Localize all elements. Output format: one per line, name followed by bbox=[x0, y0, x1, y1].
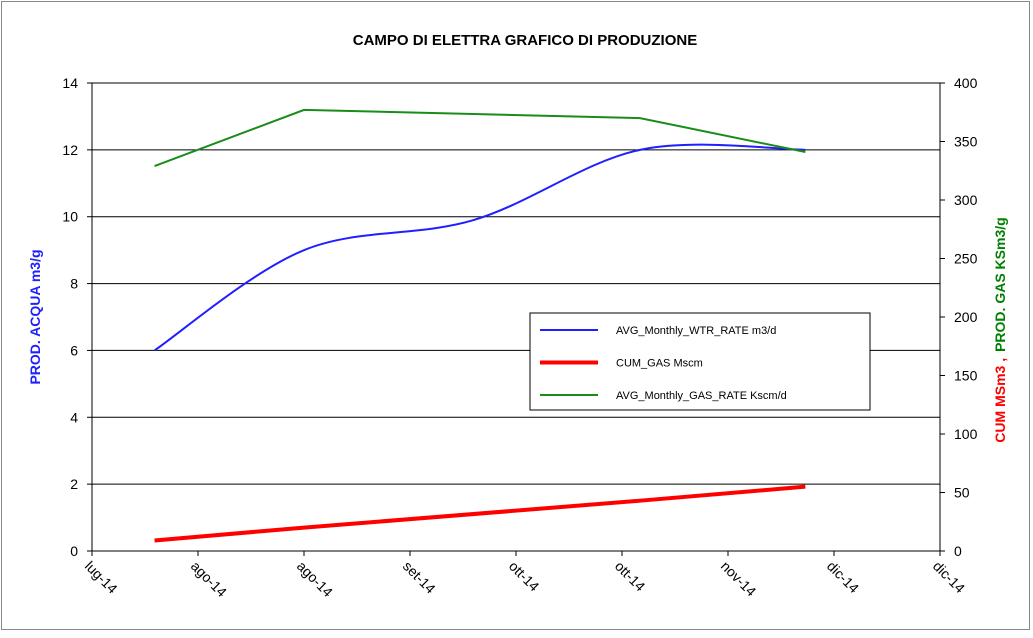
legend-label: AVG_Monthly_WTR_RATE m3/d bbox=[616, 325, 776, 337]
y-tick-label: 12 bbox=[62, 142, 78, 158]
y-tick-label: 2 bbox=[70, 476, 78, 492]
y-tick-label: 4 bbox=[70, 409, 78, 425]
y2-tick-label: 150 bbox=[954, 368, 978, 384]
series-line bbox=[153, 143, 806, 352]
chart-title: CAMPO DI ELETTRA GRAFICO DI PRODUZIONE bbox=[353, 32, 697, 49]
y2-tick-label: 350 bbox=[954, 134, 978, 150]
y-tick-label: 0 bbox=[70, 543, 78, 559]
series-line bbox=[154, 484, 806, 543]
legend-label: CUM_GAS Mscm bbox=[616, 358, 703, 370]
y2-tick-label: 400 bbox=[954, 75, 978, 91]
y-tick-label: 10 bbox=[62, 209, 78, 225]
y2-tick-label: 0 bbox=[954, 543, 962, 559]
y2-tick-label: 100 bbox=[954, 426, 978, 442]
y2-axis-label-part: CUM MSm3 , bbox=[992, 358, 1008, 443]
y2-tick-label: 200 bbox=[954, 309, 978, 325]
series-line bbox=[154, 108, 806, 168]
y2-tick-label: 300 bbox=[954, 192, 978, 208]
y2-axis-label: CUM MSm3 , PROD. GAS KSm3/g bbox=[992, 217, 1008, 442]
y-tick-label: 8 bbox=[70, 276, 78, 292]
y-tick-label: 6 bbox=[70, 342, 78, 358]
y-axis-label: PROD. ACQUA m3/g bbox=[27, 249, 43, 384]
legend-label: AVG_Monthly_GAS_RATE Kscm/d bbox=[616, 390, 787, 402]
y2-tick-label: 50 bbox=[954, 485, 970, 501]
y-tick-label: 14 bbox=[62, 75, 78, 91]
y2-axis-label-part: PROD. GAS KSm3/g bbox=[992, 217, 1008, 352]
y2-tick-label: 250 bbox=[954, 251, 978, 267]
